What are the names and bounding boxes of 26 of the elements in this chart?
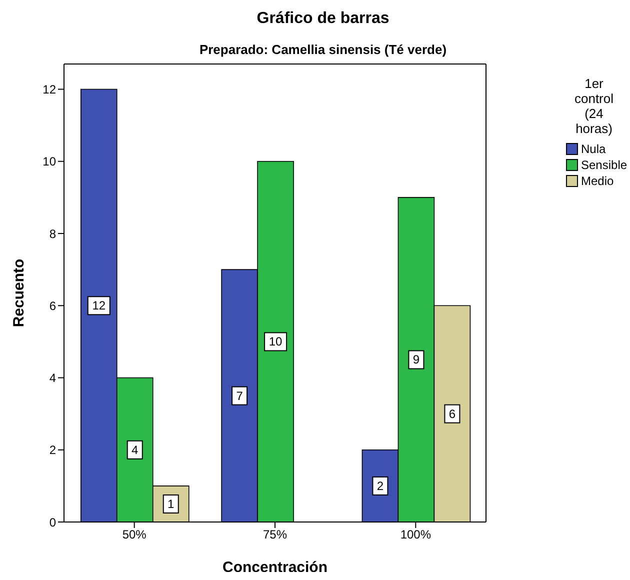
y-tick-label: 0 <box>49 515 56 530</box>
y-tick-label: 4 <box>49 371 56 386</box>
y-tick-label: 8 <box>49 226 56 241</box>
legend-label: Medio <box>581 174 614 188</box>
legend-label: Sensible <box>581 158 628 172</box>
chart-subtitle: Preparado: Camellia sinensis (Té verde) <box>198 42 448 57</box>
x-tick-label: 75% <box>262 528 288 542</box>
data-label: 10 <box>268 334 283 349</box>
data-label: 7 <box>236 388 244 403</box>
data-label: 9 <box>412 352 420 367</box>
data-label: 12 <box>92 298 106 313</box>
x-axis-title: Concentración <box>222 559 328 576</box>
y-tick-label: 12 <box>42 82 56 97</box>
chart-title: Gráfico de barras <box>256 10 390 28</box>
data-label: 4 <box>132 442 139 457</box>
y-tick-label: 10 <box>42 154 56 169</box>
y-tick-label: 6 <box>49 298 56 313</box>
data-label: 2 <box>376 478 384 493</box>
legend-label: Nula <box>581 142 606 156</box>
data-label: 1 <box>168 496 175 511</box>
x-tick-label: 100% <box>400 528 432 542</box>
data-label: 6 <box>448 406 456 421</box>
x-tick-label: 50% <box>122 528 147 542</box>
legend-title: 1er control (24 horas) <box>573 76 615 136</box>
y-axis-title: Recuento <box>10 258 28 328</box>
y-tick-label: 2 <box>49 443 56 458</box>
